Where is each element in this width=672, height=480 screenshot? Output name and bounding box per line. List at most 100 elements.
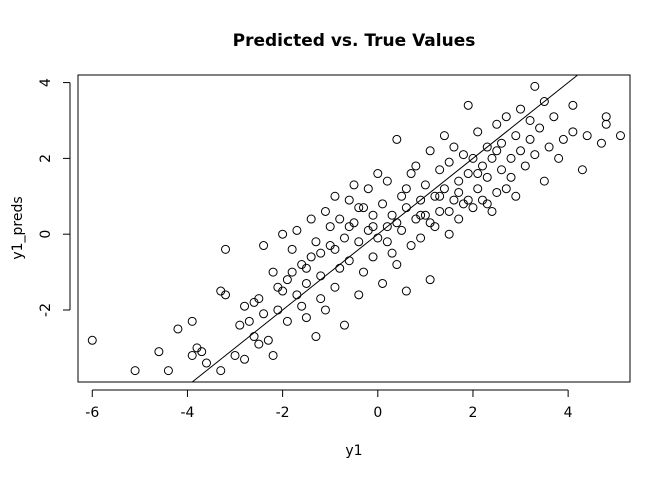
data-point bbox=[435, 165, 445, 175]
data-point bbox=[354, 237, 364, 247]
data-point bbox=[601, 119, 611, 129]
data-point bbox=[378, 199, 388, 209]
data-point bbox=[382, 237, 392, 247]
data-point bbox=[359, 203, 369, 213]
data-point bbox=[330, 191, 340, 201]
data-point bbox=[240, 301, 250, 311]
data-point bbox=[221, 290, 231, 300]
data-point bbox=[282, 316, 292, 326]
data-point bbox=[397, 191, 407, 201]
data-point bbox=[435, 206, 445, 216]
data-point bbox=[506, 172, 516, 182]
data-point bbox=[420, 210, 430, 220]
data-point bbox=[468, 153, 478, 163]
data-point bbox=[344, 195, 354, 205]
data-point bbox=[292, 290, 302, 300]
data-point bbox=[501, 112, 511, 122]
data-point bbox=[187, 316, 197, 326]
data-point bbox=[530, 81, 540, 91]
data-point bbox=[430, 191, 440, 201]
data-point bbox=[282, 275, 292, 285]
data-point bbox=[425, 218, 435, 228]
data-point bbox=[482, 142, 492, 152]
data-point bbox=[487, 206, 497, 216]
data-point bbox=[320, 206, 330, 216]
data-point bbox=[468, 203, 478, 213]
data-point bbox=[558, 134, 568, 144]
data-point bbox=[411, 161, 421, 171]
data-point bbox=[501, 184, 511, 194]
data-point bbox=[240, 354, 250, 364]
data-point bbox=[387, 210, 397, 220]
y-tick-label: 0 bbox=[38, 230, 54, 239]
data-point bbox=[549, 112, 559, 122]
x-tick-label: 0 bbox=[373, 405, 382, 421]
x-axis-label: y1 bbox=[345, 443, 362, 459]
data-point bbox=[306, 252, 316, 262]
data-point bbox=[444, 206, 454, 216]
data-point bbox=[568, 127, 578, 137]
x-tick-label: -4 bbox=[180, 405, 194, 421]
data-point bbox=[339, 320, 349, 330]
data-point bbox=[492, 146, 502, 156]
data-point bbox=[568, 100, 578, 110]
data-point bbox=[463, 100, 473, 110]
data-point bbox=[325, 222, 335, 232]
data-point bbox=[454, 214, 464, 224]
y-axis-label: y1_preds bbox=[10, 196, 26, 259]
data-point bbox=[401, 286, 411, 296]
data-point bbox=[406, 241, 416, 251]
data-point bbox=[511, 131, 521, 141]
data-point bbox=[416, 210, 426, 220]
data-point bbox=[482, 199, 492, 209]
data-point bbox=[454, 176, 464, 186]
data-point bbox=[449, 142, 459, 152]
data-point bbox=[482, 172, 492, 182]
data-point bbox=[439, 184, 449, 194]
data-point bbox=[273, 305, 283, 315]
data-point bbox=[539, 176, 549, 186]
data-point bbox=[406, 169, 416, 179]
data-point bbox=[615, 131, 625, 141]
data-point bbox=[130, 366, 140, 376]
data-point bbox=[316, 271, 326, 281]
data-point bbox=[287, 244, 297, 254]
data-point bbox=[316, 294, 326, 304]
data-point bbox=[368, 210, 378, 220]
data-point bbox=[368, 222, 378, 232]
data-point bbox=[254, 339, 264, 349]
data-point bbox=[197, 347, 207, 357]
data-point bbox=[221, 244, 231, 254]
data-point bbox=[173, 324, 183, 334]
data-point bbox=[230, 350, 240, 360]
data-point bbox=[335, 214, 345, 224]
data-point bbox=[397, 225, 407, 235]
data-point bbox=[530, 150, 540, 160]
data-point bbox=[268, 267, 278, 277]
data-point bbox=[287, 267, 297, 277]
data-point bbox=[268, 350, 278, 360]
data-point bbox=[330, 244, 340, 254]
data-point bbox=[401, 184, 411, 194]
data-point bbox=[273, 282, 283, 292]
data-point bbox=[392, 134, 402, 144]
data-point bbox=[354, 290, 364, 300]
data-point bbox=[249, 332, 259, 342]
data-point bbox=[339, 233, 349, 243]
data-point bbox=[373, 169, 383, 179]
data-point bbox=[330, 282, 340, 292]
data-point bbox=[368, 252, 378, 262]
data-point bbox=[506, 153, 516, 163]
data-point bbox=[425, 275, 435, 285]
data-point bbox=[435, 191, 445, 201]
data-point bbox=[311, 332, 321, 342]
data-point bbox=[359, 267, 369, 277]
data-point bbox=[201, 358, 211, 368]
data-point bbox=[87, 335, 97, 345]
data-point bbox=[497, 138, 507, 148]
data-point bbox=[392, 260, 402, 270]
x-axis: -6 -4 -2 0 2 4 bbox=[85, 389, 573, 421]
data-point bbox=[463, 169, 473, 179]
data-point bbox=[216, 366, 226, 376]
